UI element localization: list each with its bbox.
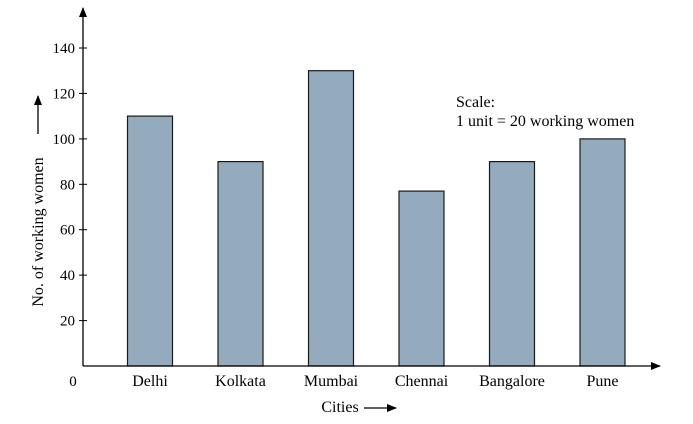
bars-layer <box>126 70 626 367</box>
x-tick-label-pune: Pune <box>587 373 619 390</box>
y-tick-label-120: 120 <box>53 86 76 102</box>
bar-kolkata <box>217 161 264 367</box>
scale-annotation-text: 1 unit = 20 working women <box>456 113 634 130</box>
y-tick-label-20: 20 <box>60 314 75 330</box>
y-tick-label-100: 100 <box>53 132 76 148</box>
bar-mumbai <box>307 70 355 367</box>
bar-pune <box>579 138 626 367</box>
x-tick-label-kolkata: Kolkata <box>215 373 266 390</box>
x-tick-labels: Delhi Kolkata Mumbai Chennai Bangalore Pune <box>132 373 618 390</box>
y-tick-label-140: 140 <box>53 41 76 57</box>
y-ticks: 20 40 60 80 100 120 140 <box>53 41 87 330</box>
bar-chennai <box>398 190 445 367</box>
y-tick-label-40: 40 <box>60 268 75 284</box>
bar-bangalore <box>488 161 536 367</box>
y-axis-title: No. of working women <box>30 157 47 306</box>
y-tick-label-60: 60 <box>60 223 75 239</box>
bar-delhi <box>126 115 174 367</box>
x-tick-label-chennai: Chennai <box>395 373 449 390</box>
origin-label: 0 <box>69 374 77 390</box>
x-tick-label-mumbai: Mumbai <box>304 373 359 390</box>
x-tick-label-delhi: Delhi <box>132 373 168 390</box>
x-tick-label-bangalore: Bangalore <box>479 373 545 390</box>
x-axis-title: Cities <box>321 399 358 416</box>
scale-annotation-title: Scale: <box>456 94 495 111</box>
y-tick-label-80: 80 <box>60 177 75 193</box>
